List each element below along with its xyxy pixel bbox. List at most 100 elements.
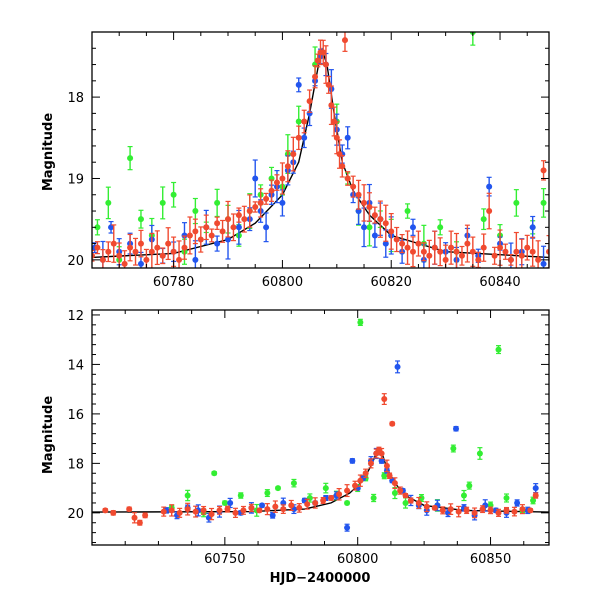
series-2 [102,393,539,526]
data-point [404,244,411,251]
bottom-panel: Magnitude HJD−2400000 60750 60800 60850 12 1… [41,309,550,586]
data-point [176,256,183,263]
x-tick-label: 60840 [479,275,520,290]
data-point [110,240,117,247]
data-point [127,155,134,162]
data-point [519,506,526,513]
data-point [535,256,542,263]
data-point [131,514,138,521]
top-panel-ylabel: Magnitude [41,113,56,192]
data-point [426,252,433,259]
data-point [495,509,502,516]
data-point [132,248,139,255]
data-point [181,244,188,251]
data-point [464,240,471,247]
data-point [312,73,319,80]
data-point [235,224,242,231]
data-point [252,203,259,210]
data-point [225,216,232,223]
data-point [344,499,351,506]
data-point [274,485,281,492]
data-point [126,506,133,513]
data-point [448,244,455,251]
data-point [105,199,112,206]
data-point [116,252,123,259]
top-panel: Magnitude 60780 60800 60820 60840 18 19 20 [41,31,550,290]
data-point [105,248,112,255]
data-point [476,450,483,457]
x-tick-label: 60820 [371,275,412,290]
data-point [404,208,411,215]
data-point [94,244,101,251]
data-point [447,506,454,513]
data-point [301,134,308,141]
y-tick-label: 18 [67,457,84,472]
data-point [268,187,275,194]
data-point [127,244,134,251]
model-curve [92,47,549,259]
data-point [540,260,547,267]
data-point [487,507,494,514]
data-point [423,503,430,510]
data-point [383,462,390,469]
data-point [137,216,144,223]
data-point [366,203,373,210]
data-point [530,497,537,504]
data-point [184,492,191,499]
data-point [377,216,384,223]
data-point [237,492,244,499]
data-point [257,199,264,206]
data-point [546,248,549,255]
data-point [532,485,539,492]
x-tick-label: 60850 [470,552,511,567]
data-point [279,175,286,182]
data-point [381,472,388,479]
data-point [170,191,177,198]
data-point [263,195,270,202]
data-point [336,491,343,498]
data-point [366,224,373,231]
data-point [214,220,221,227]
data-point [216,507,223,514]
data-point [397,487,404,494]
y-tick-label: 18 [67,91,84,106]
data-point [349,457,356,464]
data-point [248,504,255,511]
data-point [455,508,462,515]
data-point [331,118,338,125]
data-point [431,244,438,251]
data-point [165,240,172,247]
data-point [221,499,228,506]
data-point [295,81,302,88]
data-point [184,506,191,513]
data-point [491,252,498,259]
data-point [235,212,242,219]
data-point [160,508,167,515]
data-point [214,199,221,206]
data-point [176,509,183,516]
data-point [540,167,547,174]
series-1 [168,318,537,518]
data-point [350,183,357,190]
data-point [355,191,362,198]
data-point [301,118,308,125]
data-point [402,499,409,506]
data-point [378,457,385,464]
data-point [264,490,271,497]
data-point [192,508,199,515]
data-point [394,363,401,370]
data-point [121,260,128,267]
data-point [402,492,409,499]
data-point [99,256,106,263]
data-point [273,179,280,186]
data-point [453,425,460,432]
data-point [296,504,303,511]
data-point [540,199,547,206]
data-point [328,495,335,501]
data-point [284,163,291,170]
y-tick-label: 20 [67,254,84,269]
data-point [288,502,295,509]
data-point [391,490,398,497]
plot-frame [91,309,550,546]
data-point [486,208,493,215]
